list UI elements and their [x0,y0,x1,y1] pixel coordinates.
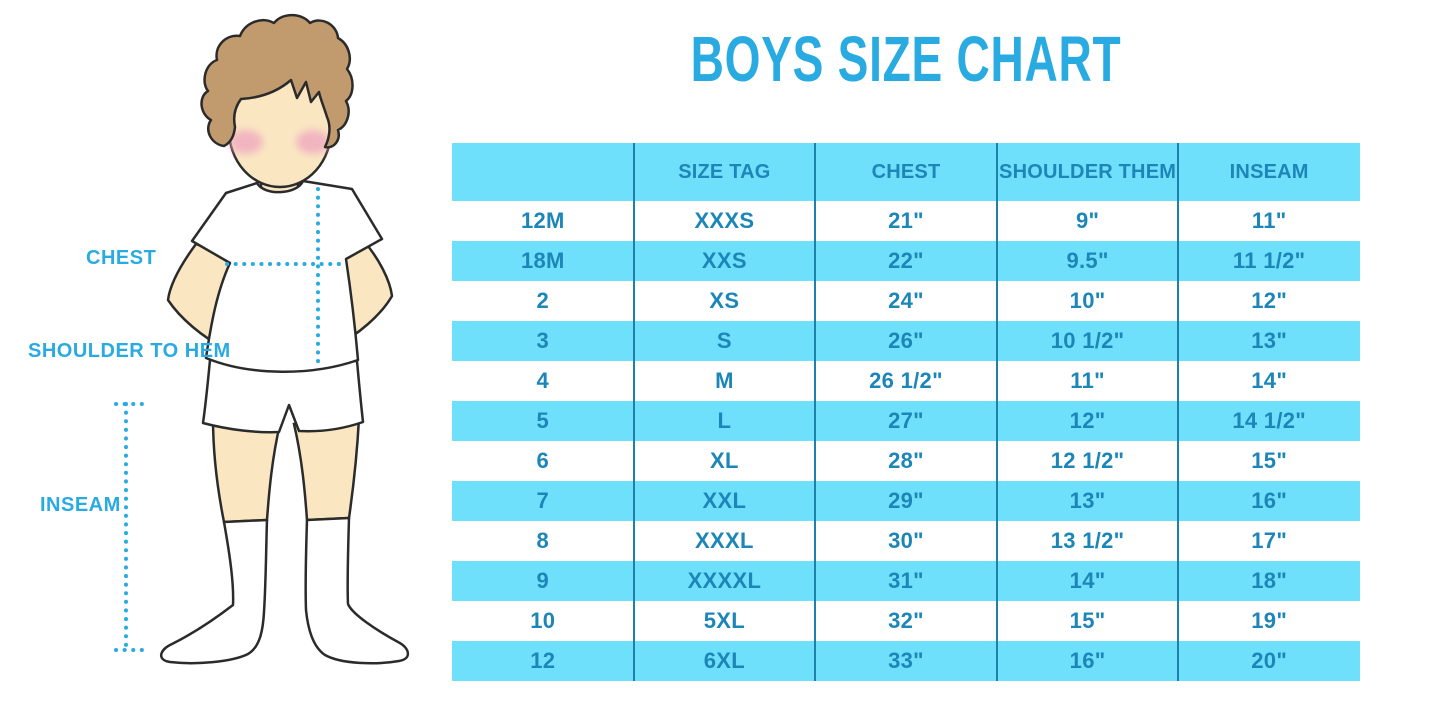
boy-right-sock [304,516,410,665]
table-row: 3 S 26" 10 1/2" 13" [452,321,1360,361]
boy-hair [200,13,354,149]
table-row: 2 XS 24" 10" 12" [452,281,1360,321]
table-cell: 10 [530,608,556,633]
boy-shirt [190,179,384,373]
table-cell: 12 1/2" [1050,448,1125,473]
table-header-row: SIZE TAG CHEST SHOULDER THEM INSEAM [452,143,1360,201]
table-cell: 15" [1251,448,1288,473]
table-cell: 33" [888,648,924,673]
table-cell: S [716,328,732,353]
table-cell: 8 [536,528,550,553]
boy-left-leg [211,416,282,524]
table-cell: 12M [520,208,565,233]
column-divider-line [814,143,817,681]
table-row: 10 5XL 32" 15" 19" [452,601,1360,641]
table-cell: 13 1/2" [1050,528,1125,553]
page-title: BOYS SIZE CHART [690,23,1122,95]
table-cell: 11" [1251,208,1287,233]
table-row: 6 XL 28" 12 1/2" 15" [452,441,1360,481]
table-row: 9 XXXXL 31" 14" 18" [452,561,1360,601]
table-row: 8 XXXL 30" 13 1/2" 17" [452,521,1360,561]
table-cell: 18M [520,248,565,273]
table-cell: 6XL [703,648,746,673]
shoulder-to-hem-measurement-label: SHOULDER TO HEM [28,340,231,362]
table-cell: 18" [1251,568,1288,593]
table-cell: 32" [888,608,924,633]
table-cell: M [715,368,734,393]
table-cell: 24" [888,288,924,313]
table-cell: 16" [1069,648,1106,673]
column-header: SIZE TAG [678,160,771,183]
table-cell: 27" [888,408,924,433]
table-cell: 29" [888,488,924,513]
table-cell: 16" [1251,488,1288,513]
table-cell: XXS [701,248,747,273]
inseam-measurement-label: INSEAM [40,494,121,516]
table-cell: 26 1/2" [869,368,943,393]
table-cell: 9.5" [1066,248,1109,273]
table-cell: 12" [1069,408,1106,433]
boy-shorts [201,358,365,434]
column-divider-line [995,143,998,681]
table-cell: XXXS [694,208,755,233]
table-row: 18M XXS 22" 9.5" 11 1/2" [452,241,1360,281]
boy-measurement-illustration [114,13,410,665]
column-divider-line [632,143,635,681]
table-cell: 14" [1069,568,1106,593]
table-cell: 9" [1075,208,1100,233]
table-cell: 11" [1070,368,1105,393]
table-cell: 5 [536,408,550,433]
table-cell: 13" [1251,328,1288,353]
table-cell: 12" [1251,288,1288,313]
table-cell: XL [710,448,739,473]
column-header: INSEAM [1229,160,1309,183]
table-cell: 19" [1251,608,1288,633]
table-cell: 12 [530,648,556,673]
table-cell: 15" [1069,608,1106,633]
table-cell: 9 [536,568,550,593]
column-divider-line [1177,143,1180,681]
table-cell: 6 [536,448,550,473]
table-cell: 31" [888,568,924,593]
table-cell: XXXL [695,528,754,553]
table-cell: 20" [1251,648,1288,673]
table-cell: 26" [888,328,924,353]
boy-left-sock [160,518,269,665]
table-cell: 10 1/2" [1050,328,1125,353]
table-cell: 17" [1251,528,1288,553]
boy-blush-cheeks [229,130,330,154]
table-cell: 3 [536,328,550,353]
table-cell: XXL [702,488,747,513]
table-row: 12M XXXS 21" 9" 11" [452,201,1360,241]
table-cell: 14 1/2" [1232,408,1307,433]
column-header [452,143,634,201]
table-cell: XXXXL [687,568,762,593]
table-cell: 7 [536,488,550,513]
table-row: 4 M 26 1/2" 11" 14" [452,361,1360,401]
table-cell: 14" [1251,368,1288,393]
boy-right-leg [292,416,361,522]
table-cell: 30" [888,528,924,553]
table-cell: L [717,408,732,433]
table-cell: 2 [536,288,550,313]
chest-measurement-label: CHEST [86,247,157,269]
table-cell: 11 1/2" [1232,248,1306,273]
table-cell: 4 [536,368,550,393]
size-table: SIZE TAG CHEST SHOULDER THEM INSEAM 12M XXXS… [452,143,1360,681]
table-row: 5 L 27" 12" 14 1/2" [452,401,1360,441]
table-row: 7 XXL 29" 13" 16" [452,481,1360,521]
table-cell: 22" [888,248,924,273]
measurement-dotted-lines [114,187,343,652]
table-body: 12M XXXS 21" 9" 11" 18M XXS 22" 9.5" 11 1/2" 2 XS 24… [452,201,1360,681]
table-cell: XS [709,288,740,313]
table-cell: 10" [1069,288,1106,313]
table-row: 12 6XL 33" 16" 20" [452,641,1360,681]
column-header: CHEST [871,160,941,183]
table-cell: 13" [1069,488,1106,513]
table-cell: 5XL [703,608,746,633]
table-cell: 21" [888,208,924,233]
table-cell: 28" [888,448,924,473]
column-header: SHOULDER THEM [999,160,1177,183]
